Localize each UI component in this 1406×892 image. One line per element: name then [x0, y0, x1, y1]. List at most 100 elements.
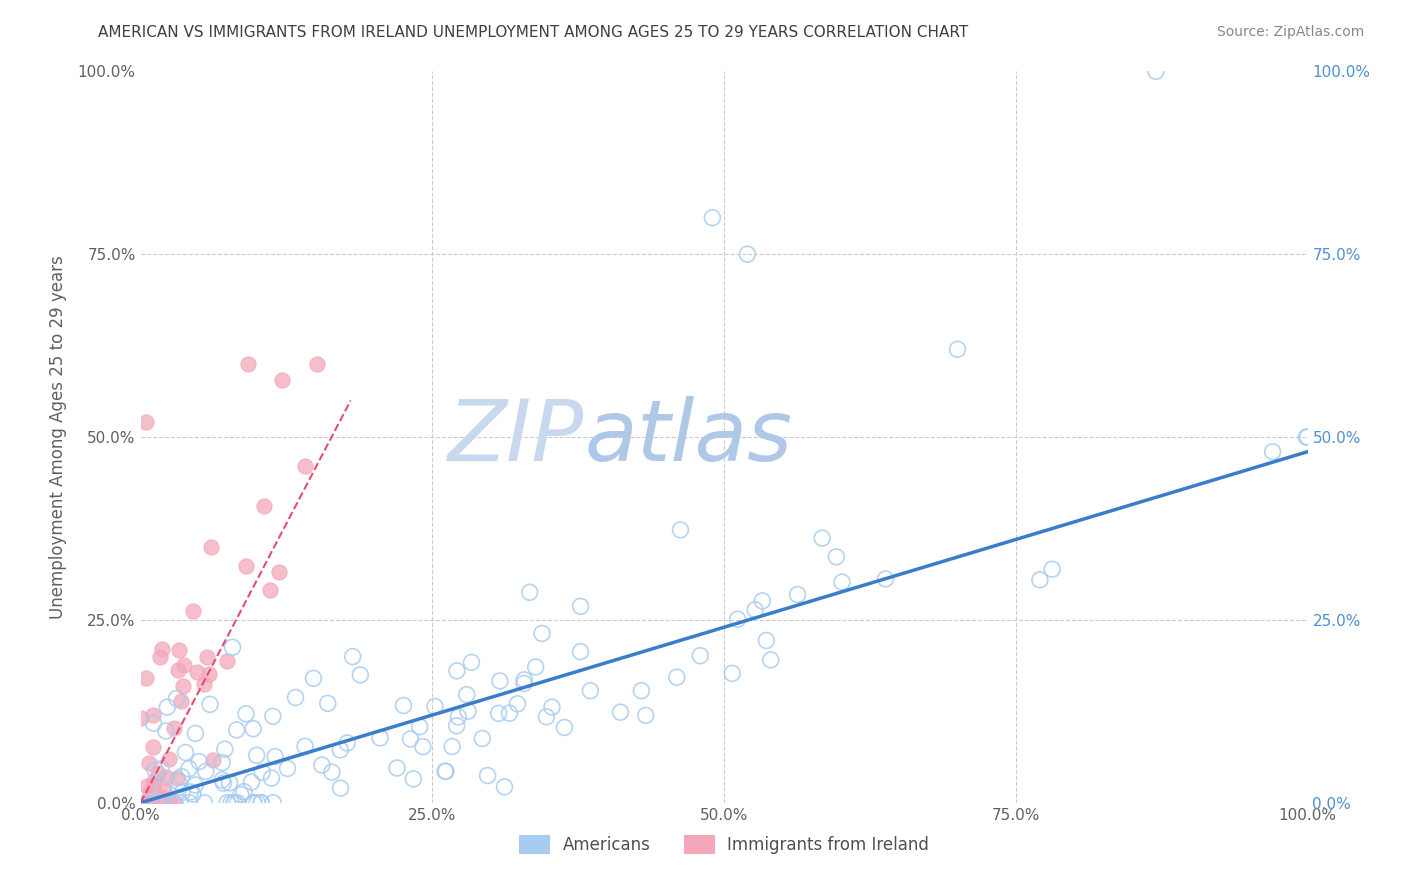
Point — [193, 677, 215, 691]
Point — [142, 796, 165, 810]
Point — [150, 796, 173, 810]
Point — [513, 673, 536, 687]
Point — [221, 640, 243, 655]
Point — [188, 755, 211, 769]
Point — [202, 753, 225, 767]
Point — [630, 683, 652, 698]
Point — [194, 764, 217, 779]
Point — [242, 796, 264, 810]
Point — [215, 654, 238, 668]
Point — [177, 762, 200, 776]
Point — [243, 796, 266, 810]
Point — [136, 779, 159, 793]
Point — [342, 649, 364, 664]
Point — [211, 756, 233, 770]
Point — [302, 671, 325, 685]
Point — [477, 768, 499, 782]
Point — [166, 771, 188, 785]
Point — [250, 796, 273, 810]
Point — [702, 211, 724, 225]
Point — [142, 777, 165, 791]
Point — [1295, 430, 1317, 444]
Point — [329, 781, 352, 796]
Point — [1040, 562, 1063, 576]
Point — [634, 708, 657, 723]
Text: Source: ZipAtlas.com: Source: ZipAtlas.com — [1216, 25, 1364, 39]
Point — [727, 612, 749, 626]
Point — [131, 796, 153, 810]
Point — [946, 343, 969, 357]
Point — [172, 679, 194, 693]
Point — [494, 780, 516, 794]
Point — [169, 796, 191, 810]
Point — [152, 796, 174, 810]
Point — [163, 721, 186, 735]
Point — [150, 641, 173, 656]
Point — [149, 789, 172, 804]
Point — [143, 774, 166, 789]
Point — [149, 649, 172, 664]
Point — [579, 683, 602, 698]
Point — [759, 653, 782, 667]
Point — [553, 721, 575, 735]
Point — [755, 633, 778, 648]
Point — [311, 758, 333, 772]
Y-axis label: Unemployment Among Ages 25 to 29 years: Unemployment Among Ages 25 to 29 years — [49, 255, 66, 619]
Point — [316, 697, 339, 711]
Point — [259, 582, 281, 597]
Point — [457, 704, 479, 718]
Point — [141, 796, 163, 810]
Point — [336, 736, 359, 750]
Point — [446, 664, 468, 678]
Point — [145, 796, 167, 810]
Point — [159, 796, 181, 810]
Point — [513, 676, 536, 690]
Point — [519, 585, 541, 599]
Point — [155, 770, 177, 784]
Legend: Americans, Immigrants from Ireland: Americans, Immigrants from Ireland — [513, 829, 935, 860]
Point — [530, 626, 553, 640]
Point — [721, 666, 744, 681]
Point — [153, 784, 176, 798]
Point — [212, 776, 235, 790]
Point — [166, 663, 188, 677]
Point — [224, 796, 246, 810]
Point — [184, 778, 207, 792]
Point — [408, 720, 430, 734]
Point — [329, 743, 352, 757]
Point — [385, 761, 408, 775]
Point — [167, 774, 190, 789]
Point — [665, 670, 688, 684]
Point — [284, 690, 307, 705]
Point — [219, 796, 242, 810]
Point — [831, 575, 853, 590]
Point — [1029, 573, 1052, 587]
Point — [737, 247, 759, 261]
Point — [294, 458, 316, 473]
Point — [156, 700, 179, 714]
Point — [218, 776, 240, 790]
Point — [689, 648, 711, 663]
Point — [471, 731, 494, 746]
Point — [186, 665, 208, 679]
Point — [238, 357, 260, 371]
Point — [541, 700, 564, 714]
Point — [165, 796, 187, 810]
Point — [143, 763, 166, 777]
Point — [135, 416, 157, 430]
Point — [142, 716, 165, 731]
Point — [174, 746, 197, 760]
Point — [434, 764, 457, 779]
Point — [179, 785, 201, 799]
Point — [138, 756, 160, 771]
Point — [294, 739, 316, 754]
Point — [170, 770, 193, 784]
Point — [169, 642, 191, 657]
Point — [434, 764, 457, 779]
Text: atlas: atlas — [583, 395, 792, 479]
Point — [195, 649, 218, 664]
Point — [198, 667, 221, 681]
Point — [184, 726, 207, 740]
Point — [172, 785, 194, 799]
Point — [198, 698, 221, 712]
